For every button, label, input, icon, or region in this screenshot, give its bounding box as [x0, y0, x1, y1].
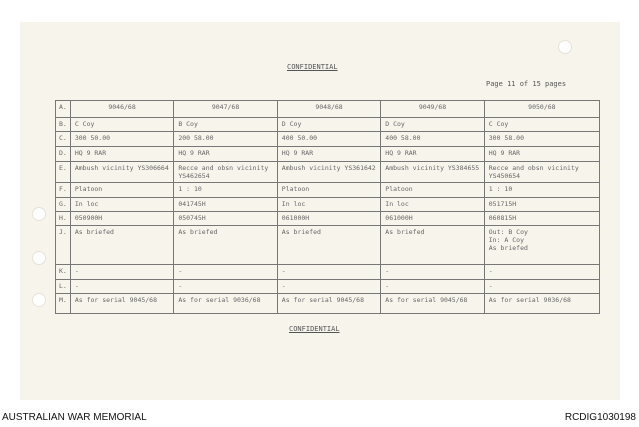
- table-cell: Recce and obsn vicinity YS462654: [173, 161, 278, 183]
- table-cell: 400 50.00: [276, 131, 382, 147]
- table-cell: In loc: [380, 197, 485, 212]
- table-cell: Ambush vicinity YS361642: [276, 161, 382, 183]
- table-row: H. 050900H 050745H 061000H 061000H 060815H: [55, 211, 601, 226]
- punch-hole: [558, 40, 572, 54]
- archive-name: AUSTRALIAN WAR MEMORIAL: [2, 412, 147, 423]
- table-cell: -: [276, 279, 382, 294]
- table-row: J. As briefed As briefed As briefed As brief…: [55, 225, 601, 265]
- table-cell: HQ 9 RAR: [483, 146, 601, 162]
- table-cell: Platoon: [276, 182, 382, 198]
- table-cell: HQ 9 RAR: [69, 146, 175, 162]
- table-cell: HQ 9 RAR: [276, 146, 382, 162]
- table-cell: 9048/68: [276, 100, 382, 118]
- table-cell: HQ 9 RAR: [173, 146, 278, 162]
- table-cell: As briefed: [69, 225, 175, 265]
- table-cell: 060815H: [483, 211, 601, 226]
- table-cell: As for serial 9045/68: [69, 293, 175, 314]
- confidential-header: CONFIDENTIAL: [287, 63, 338, 71]
- table-cell: 050900H: [69, 211, 175, 226]
- row-label: F.: [55, 182, 71, 198]
- table-cell: 300 58.00: [483, 131, 601, 147]
- table-cell: -: [173, 264, 278, 280]
- table-cell: As briefed: [173, 225, 278, 265]
- table-cell: -: [483, 264, 601, 280]
- table-cell: Ambush vicinity YS306664: [69, 161, 175, 183]
- row-label: A.: [55, 100, 71, 118]
- row-label: J.: [55, 225, 71, 265]
- table-cell: HQ 9 RAR: [380, 146, 485, 162]
- table-cell: -: [380, 264, 485, 280]
- table-cell: -: [173, 279, 278, 294]
- table-cell: B Coy: [173, 117, 278, 132]
- row-label: C.: [55, 131, 71, 147]
- row-label: M.: [55, 293, 71, 314]
- table-cell: As briefed: [276, 225, 382, 265]
- table-cell: 051715H: [483, 197, 601, 212]
- table-cell: In loc: [69, 197, 175, 212]
- table-cell: 9047/68: [173, 100, 278, 118]
- table-cell: 9050/68: [483, 100, 601, 118]
- table-cell: 061000H: [380, 211, 485, 226]
- table-cell: 300 50.00: [69, 131, 175, 147]
- table-cell: -: [380, 279, 485, 294]
- table-cell: As for serial 9036/68: [173, 293, 278, 314]
- table-row: F. Platoon 1 : 10 Platoon Platoon 1 : 10: [55, 182, 601, 198]
- table-cell: Platoon: [69, 182, 175, 198]
- row-label: L.: [55, 279, 71, 294]
- table-cell: 200 58.00: [173, 131, 278, 147]
- table-cell: C Coy: [69, 117, 175, 132]
- archive-id: RCDIG1030198: [564, 412, 636, 423]
- row-label: D.: [55, 146, 71, 162]
- serial-table: A. 9046/68 9047/68 9048/68 9049/68 9050/68 B. C…: [55, 100, 601, 314]
- table-cell: As for serial 9045/68: [380, 293, 485, 314]
- table-cell: 041745H: [173, 197, 278, 212]
- table-cell: Recce and obsn vicinity YS450654: [483, 161, 601, 183]
- table-cell: As briefed: [380, 225, 485, 265]
- table-row: G. In loc 041745H In loc In loc 051715H: [55, 197, 601, 212]
- table-cell: -: [69, 264, 175, 280]
- table-cell: Out: B Coy In: A Coy As briefed: [483, 225, 601, 265]
- table-cell: C Coy: [483, 117, 601, 132]
- table-cell: As for serial 9036/68: [483, 293, 601, 314]
- table-cell: -: [276, 264, 382, 280]
- table-cell: 061000H: [276, 211, 382, 226]
- row-label: K.: [55, 264, 71, 280]
- row-label: H.: [55, 211, 71, 226]
- table-cell: 9049/68: [380, 100, 485, 118]
- table-row: C. 300 50.00 200 58.00 400 50.00 400 58.00 30…: [55, 131, 601, 147]
- punch-hole: [32, 207, 46, 221]
- punch-hole: [32, 293, 46, 307]
- table-cell: D Coy: [276, 117, 382, 132]
- table-row: B. C Coy B Coy D Coy D Coy C Coy: [55, 117, 601, 132]
- table-cell: In loc: [276, 197, 382, 212]
- table-row: D. HQ 9 RAR HQ 9 RAR HQ 9 RAR HQ 9 RAR HQ 9 R…: [55, 146, 601, 162]
- row-label: G.: [55, 197, 71, 212]
- row-label: E.: [55, 161, 71, 183]
- table-cell: D Coy: [380, 117, 485, 132]
- table-row: K. - - - - -: [55, 264, 601, 280]
- page-number: Page 11 of 15 pages: [486, 80, 567, 88]
- table-cell: Platoon: [380, 182, 485, 198]
- table-cell: 9046/68: [69, 100, 175, 118]
- table-row: A. 9046/68 9047/68 9048/68 9049/68 9050/68: [55, 100, 601, 118]
- table-cell: -: [483, 279, 601, 294]
- table-cell: 1 : 10: [483, 182, 601, 198]
- table-row: E. Ambush vicinity YS306664 Recce and obsn…: [55, 161, 601, 183]
- confidential-footer: CONFIDENTIAL: [289, 325, 340, 333]
- table-cell: -: [69, 279, 175, 294]
- table-cell: 050745H: [173, 211, 278, 226]
- table-cell: As for serial 9045/68: [276, 293, 382, 314]
- table-cell: 1 : 10: [173, 182, 278, 198]
- row-label: B.: [55, 117, 71, 132]
- table-cell: Ambush vicinity YS384655: [380, 161, 485, 183]
- table-row: L. - - - - -: [55, 279, 601, 294]
- table-cell: 400 58.00: [380, 131, 485, 147]
- table-row: M. As for serial 9045/68 As for serial 903…: [55, 293, 601, 314]
- punch-hole: [32, 251, 46, 265]
